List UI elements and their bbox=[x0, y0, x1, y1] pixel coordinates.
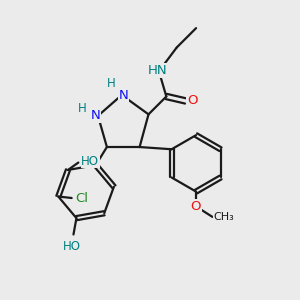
Text: N: N bbox=[118, 88, 128, 101]
Text: Cl: Cl bbox=[76, 191, 88, 205]
Text: HO: HO bbox=[81, 154, 99, 168]
Text: H: H bbox=[78, 102, 87, 115]
Text: O: O bbox=[187, 94, 197, 107]
Text: N: N bbox=[91, 109, 100, 122]
Text: HO: HO bbox=[63, 240, 81, 253]
Text: CH₃: CH₃ bbox=[213, 212, 234, 222]
Text: O: O bbox=[190, 200, 201, 213]
Text: HN: HN bbox=[148, 64, 167, 77]
Text: H: H bbox=[107, 77, 116, 90]
